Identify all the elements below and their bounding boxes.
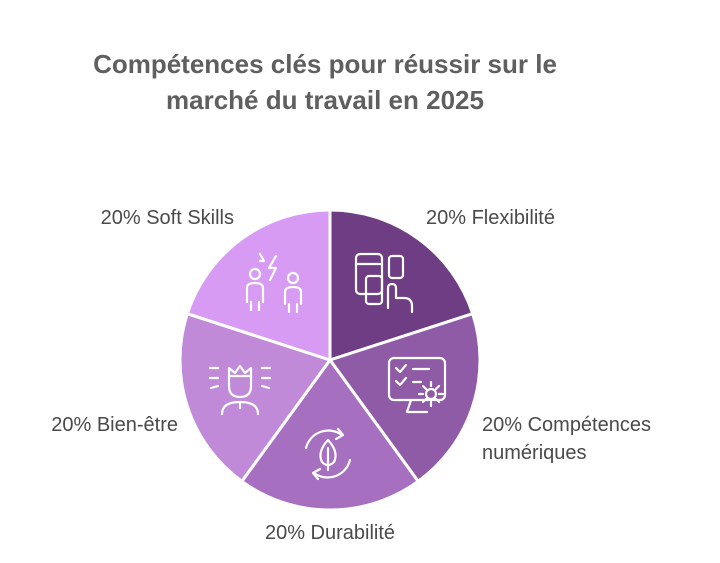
pie-slice-flexibilite [328, 208, 475, 362]
chart-title: Compétences clés pour réussir sur le mar… [0, 46, 650, 118]
recycle-leaf-icon [304, 427, 352, 481]
pie-slice-durabilite [240, 358, 420, 512]
pie-slice-competences-numeriques [328, 312, 482, 483]
slice-label: 20% Bien-être [51, 414, 178, 436]
two-people-lightning-icon [245, 252, 303, 314]
chart-title-line-2: marché du travail en 2025 [166, 85, 484, 115]
slice-label: 20% Durabilité [265, 522, 395, 544]
slice-icons [208, 252, 447, 481]
slice-labels: 20% Flexibilité 20% Compétences numériques… [51, 207, 651, 544]
person-crown-icon [208, 364, 272, 416]
pie-slice-bien-etre [178, 312, 332, 483]
checklist-gear-monitor-icon [387, 356, 447, 414]
pie-slice-soft-skills [185, 208, 332, 362]
slice-label: 20% Compétences numériques [482, 414, 651, 464]
devices-touch-icon [354, 252, 414, 314]
chart-title-line-1: Compétences clés pour réussir sur le [93, 49, 557, 79]
slice-label: 20% Soft Skills [101, 207, 234, 229]
pie-slices [178, 208, 482, 512]
slice-label: 20% Flexibilité [426, 207, 555, 229]
